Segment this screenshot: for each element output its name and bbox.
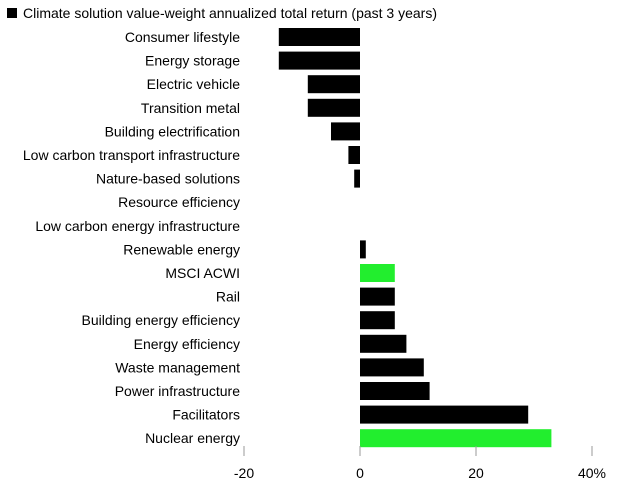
x-tick-label-1: 0 <box>356 465 364 481</box>
category-label-resource-efficiency: Resource efficiency <box>118 194 240 210</box>
legend-swatch <box>7 8 17 18</box>
bar-energy-storage <box>278 51 360 70</box>
x-tick-label-0: -20 <box>234 465 254 481</box>
x-tick-label-3: 40% <box>578 465 606 481</box>
category-label-power-infrastructure: Power infrastructure <box>115 383 240 399</box>
bar-transition-metal <box>307 98 360 117</box>
bar-energy-efficiency <box>360 334 407 353</box>
category-label-low-carbon-transport-infrastructure: Low carbon transport infrastructure <box>23 147 240 163</box>
category-label-rail: Rail <box>216 289 240 305</box>
bar-renewable-energy <box>360 240 366 259</box>
category-label-electric-vehicle: Electric vehicle <box>147 76 241 92</box>
bar-building-energy-efficiency <box>360 311 395 330</box>
chart-legend: Climate solution value-weight annualized… <box>7 4 437 22</box>
category-label-transition-metal: Transition metal <box>141 100 240 116</box>
bar-nature-based-solutions <box>354 169 360 188</box>
category-label-consumer-lifestyle: Consumer lifestyle <box>125 29 240 45</box>
bar-facilitators <box>360 405 529 424</box>
bar-nuclear-energy <box>360 429 552 448</box>
category-label-nature-based-solutions: Nature-based solutions <box>96 171 240 187</box>
category-label-energy-efficiency: Energy efficiency <box>134 336 240 352</box>
bar-power-infrastructure <box>360 382 430 400</box>
category-label-building-energy-efficiency: Building energy efficiency <box>81 312 240 328</box>
bar-consumer-lifestyle <box>278 28 360 46</box>
category-label-nuclear-energy: Nuclear energy <box>145 430 240 446</box>
bar-building-electrification <box>331 122 360 141</box>
category-label-energy-storage: Energy storage <box>145 53 240 69</box>
bar-rail <box>360 287 395 306</box>
legend-label: Climate solution value-weight annualized… <box>23 5 437 21</box>
x-tick-label-2: 20 <box>468 465 484 481</box>
category-label-waste-management: Waste management <box>115 359 240 375</box>
category-label-msci-acwi: MSCI ACWI <box>165 265 240 281</box>
category-label-low-carbon-energy-infrastructure: Low carbon energy infrastructure <box>35 218 240 234</box>
category-label-facilitators: Facilitators <box>172 407 240 423</box>
bar-electric-vehicle <box>307 75 360 94</box>
bar-msci-acwi <box>360 264 395 282</box>
bar-low-carbon-transport-infrastructure <box>348 146 360 164</box>
category-label-building-electrification: Building electrification <box>105 123 240 139</box>
category-label-renewable-energy: Renewable energy <box>123 241 240 257</box>
bar-waste-management <box>360 358 424 377</box>
